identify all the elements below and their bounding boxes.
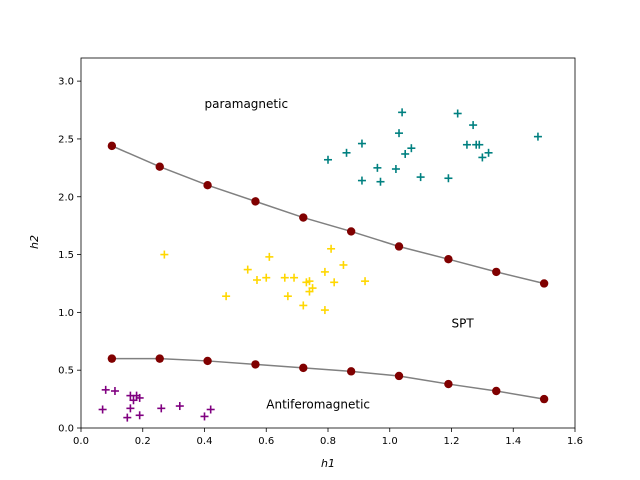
scatter-point-series-3 — [123, 413, 132, 422]
x-tick-label: 0.4 — [197, 436, 213, 447]
scatter-point-series-2 — [320, 267, 329, 276]
boundary-point — [492, 386, 501, 396]
boundary-point — [539, 279, 549, 288]
scatter-point-series-1 — [342, 148, 351, 157]
scatter-point-series-1 — [475, 140, 484, 149]
boundary-point — [394, 242, 404, 251]
scatter-point-series-3 — [98, 405, 107, 414]
boundary-point — [444, 379, 453, 389]
x-axis-label: h1 — [321, 457, 335, 470]
boundary-point — [251, 197, 260, 206]
scatter-point-series-1 — [444, 174, 453, 183]
scatter-point-series-2 — [265, 252, 274, 261]
scatter-point-series-3 — [110, 387, 119, 395]
x-tick-label: 1.2 — [444, 436, 460, 447]
boundary-line-1 — [111, 145, 545, 285]
scatter-point-series-2 — [280, 273, 289, 282]
scatter-point-series-3 — [157, 404, 166, 413]
x-tick-label: 0.8 — [320, 436, 336, 447]
scatter-point-series-2 — [222, 292, 231, 301]
scatter-point-series-1 — [398, 108, 407, 117]
scatter-point-series-1 — [357, 139, 366, 148]
scatter-point-series-1 — [484, 148, 493, 157]
scatter-point-series-2 — [339, 260, 348, 269]
y-tick-label: 2.5 — [58, 134, 74, 145]
region-label: Antiferomagnetic — [266, 398, 370, 412]
scatter-point-series-1 — [395, 129, 404, 138]
scatter-point-series-1 — [453, 109, 462, 118]
scatter-point-series-2 — [243, 265, 252, 274]
boundary-line-2 — [111, 357, 545, 400]
scatter-point-series-2 — [252, 276, 261, 284]
boundary-point — [346, 367, 356, 376]
scatter-point-series-1 — [376, 177, 385, 186]
scatter-point-series-1 — [533, 132, 542, 141]
boundary-point — [155, 162, 164, 171]
boundary-point — [346, 227, 356, 236]
scatter-point-series-2 — [327, 244, 336, 253]
scatter-point-series-3 — [101, 385, 110, 394]
scatter-point-series-2 — [361, 277, 370, 286]
scatter-point-series-1 — [324, 155, 332, 164]
scatter-point-series-3 — [175, 402, 184, 411]
boundary-point — [394, 371, 404, 381]
scatter-point-series-1 — [357, 176, 366, 185]
chart-axes: 0.0 0.2 0.4 0.6 0.8 1.0 1.2 1.4 1.6 0.0 0.5 1.0 1.5 2… — [58, 57, 583, 447]
scatter-point-series-3 — [129, 396, 138, 405]
scatter-point-series-3 — [126, 404, 135, 413]
boundary-point — [539, 394, 549, 404]
scatter-point-series-1 — [401, 149, 410, 158]
x-tick-label: 0.2 — [135, 436, 151, 447]
y-tick-label: 0.5 — [58, 366, 74, 377]
boundary-point — [107, 141, 117, 151]
boundary-point — [444, 254, 453, 264]
scatter-point-series-2 — [262, 273, 271, 282]
y-tick-label: 1.0 — [58, 308, 74, 319]
x-tick-label: 1.4 — [505, 436, 521, 447]
scatter-point-series-1 — [407, 144, 416, 153]
scatter-point-series-3 — [200, 412, 209, 421]
boundary-point — [203, 180, 212, 190]
scatter-point-series-1 — [478, 153, 487, 162]
scatter-point-series-2 — [160, 250, 169, 259]
scatter-point-series-2 — [320, 306, 329, 315]
y-tick-label: 3.0 — [58, 77, 74, 88]
scatter-point-series-3 — [135, 411, 144, 420]
scatter-point-series-2 — [305, 277, 314, 286]
scatter-point-series-2 — [330, 278, 339, 287]
scatter-point-series-3 — [135, 393, 144, 402]
scatter-point-series-2 — [290, 273, 299, 282]
y-tick-label: 2.0 — [58, 192, 74, 203]
scatter-point-series-1 — [373, 163, 382, 172]
x-tick-label: 1.0 — [382, 436, 398, 447]
x-tick-label: 0.0 — [73, 436, 89, 447]
chart-annotations: paramagnetic SPT Antiferomagnetic — [205, 97, 475, 412]
region-label: paramagnetic — [205, 97, 289, 111]
boundary-point — [299, 363, 308, 373]
chart-marks — [98, 108, 549, 422]
scatter-point-series-1 — [416, 173, 425, 182]
boundary-point — [299, 213, 308, 222]
boundary-point — [492, 267, 501, 277]
scatter-point-series-2 — [299, 301, 308, 310]
boundary-point — [203, 356, 212, 366]
region-label: SPT — [452, 317, 475, 331]
scatter-point-series-3 — [206, 405, 215, 414]
scatter-point-series-1 — [462, 140, 471, 149]
boundary-point — [107, 354, 117, 363]
x-tick-label: 0.6 — [258, 436, 274, 447]
y-axis-label: h2 — [28, 235, 41, 249]
scatter-point-series-1 — [391, 165, 400, 173]
scatter-point-series-1 — [469, 121, 478, 130]
boundary-point — [251, 360, 260, 369]
x-tick-label: 1.6 — [567, 436, 583, 447]
y-tick-label: 0.0 — [58, 424, 74, 435]
scatter-point-series-2 — [283, 292, 292, 301]
boundary-point — [155, 354, 164, 363]
scatter-point-series-2 — [308, 284, 317, 293]
y-tick-label: 1.5 — [58, 250, 74, 261]
